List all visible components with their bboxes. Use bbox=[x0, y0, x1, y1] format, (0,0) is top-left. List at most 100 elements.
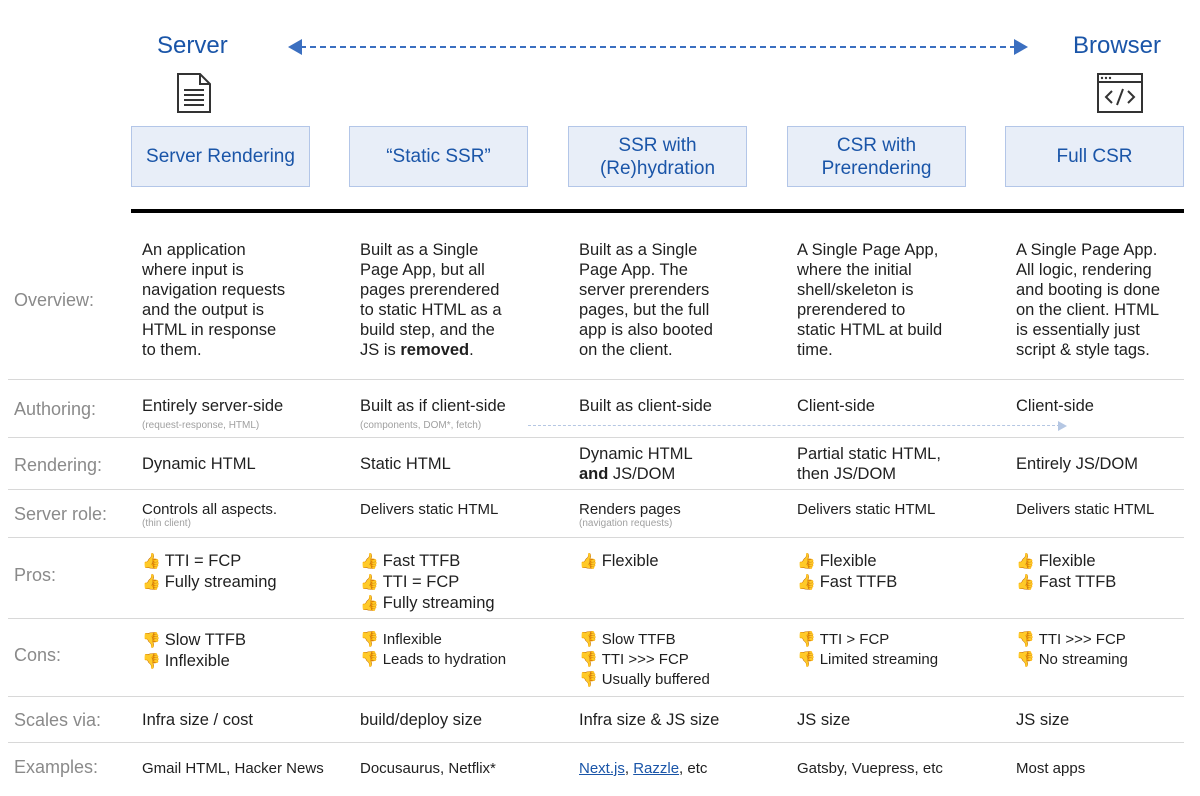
list-item: 👍 Fast TTFB bbox=[1016, 573, 1117, 591]
thumbs-up-icon: 👍 bbox=[579, 553, 598, 570]
cons-server-rendering: 👎 Slow TTFB 👎 Inflexible bbox=[142, 630, 246, 672]
list-item: 👎 Slow TTFB bbox=[142, 631, 246, 649]
thumbs-up-icon: 👍 bbox=[1016, 574, 1035, 591]
thumbs-up-icon: 👍 bbox=[360, 574, 379, 591]
server-role-server-rendering: Controls all aspects. bbox=[142, 501, 278, 518]
server-role-server-rendering-note: (thin client) bbox=[142, 518, 191, 529]
razzle-link[interactable]: Razzle bbox=[633, 760, 680, 777]
server-role-ssr-hydration: Renders pages bbox=[579, 501, 681, 518]
row-divider bbox=[8, 618, 1184, 619]
overview-server-rendering: An application where input is navigation… bbox=[142, 241, 286, 359]
list-item: 👎 Inflexible bbox=[142, 652, 230, 670]
column-header-server-rendering: Server Rendering bbox=[131, 126, 310, 187]
list-item: 👎 TTI > FCP bbox=[797, 631, 890, 648]
server-role-csr-prerendering: Delivers static HTML bbox=[797, 501, 936, 518]
scales-static-ssr: build/deploy size bbox=[360, 711, 482, 729]
thumbs-up-icon: 👍 bbox=[360, 553, 379, 570]
nextjs-link[interactable]: Next.js bbox=[579, 760, 625, 777]
authoring-dashed-arrow bbox=[528, 425, 1060, 426]
cons-full-csr: 👎 TTI >>> FCP 👎 No streaming bbox=[1016, 630, 1128, 670]
list-item: 👍 Fast TTFB bbox=[360, 552, 461, 570]
scales-csr-prerendering: JS size bbox=[797, 711, 851, 729]
authoring-static-ssr: Built as if client-side bbox=[360, 397, 506, 415]
thumbs-up-icon: 👍 bbox=[797, 574, 816, 591]
list-item: 👍 Fast TTFB bbox=[797, 573, 898, 591]
arrow-left-head bbox=[288, 39, 302, 55]
list-item: 👎 Inflexible bbox=[360, 631, 442, 648]
thumbs-down-icon: 👎 bbox=[579, 631, 598, 648]
scales-full-csr: JS size bbox=[1016, 711, 1070, 729]
server-role-ssr-hydration-note: (navigation requests) bbox=[579, 518, 673, 529]
rendering-ssr-hydration: Dynamic HTML and JS/DOM bbox=[579, 445, 693, 483]
server-role-static-ssr: Delivers static HTML bbox=[360, 501, 499, 518]
list-item: 👍 Flexible bbox=[1016, 552, 1096, 570]
thumbs-down-icon: 👎 bbox=[360, 631, 379, 648]
rendering-static-ssr: Static HTML bbox=[360, 455, 451, 473]
list-item: 👎 Leads to hydration bbox=[360, 651, 507, 668]
document-icon bbox=[177, 73, 211, 113]
authoring-server-rendering-note: (request-response, HTML) bbox=[142, 420, 260, 431]
thumbs-down-icon: 👎 bbox=[579, 651, 598, 668]
browser-label: Browser bbox=[1073, 32, 1162, 59]
examples-csr-prerendering: Gatsby, Vuepress, etc bbox=[797, 760, 943, 777]
column-header-full-csr: Full CSR bbox=[1005, 126, 1184, 187]
row-divider bbox=[8, 742, 1184, 743]
row-divider bbox=[8, 489, 1184, 490]
column-header-ssr-hydration: SSR with (Re)hydration bbox=[568, 126, 747, 187]
thumbs-down-icon: 👎 bbox=[360, 651, 379, 668]
list-item: 👎 TTI >>> FCP bbox=[579, 651, 689, 668]
rendering-csr-prerendering: Partial static HTML, then JS/DOM bbox=[797, 445, 941, 483]
row-label-scales-via: Scales via: bbox=[14, 710, 102, 730]
header-divider bbox=[131, 209, 1184, 213]
authoring-ssr-hydration: Built as client-side bbox=[579, 397, 712, 415]
code-window-icon bbox=[1097, 73, 1143, 113]
list-item: 👎 TTI >>> FCP bbox=[1016, 631, 1126, 648]
cons-ssr-hydration: 👎 Slow TTFB 👎 TTI >>> FCP 👎 Usually buffere… bbox=[579, 630, 710, 690]
pros-ssr-hydration: 👍 Flexible bbox=[579, 551, 659, 572]
pros-full-csr: 👍 Flexible 👍 Fast TTFB bbox=[1016, 551, 1116, 593]
arrow-right-head bbox=[1014, 39, 1028, 55]
row-divider bbox=[8, 437, 1184, 438]
thumbs-down-icon: 👎 bbox=[1016, 631, 1035, 648]
pros-csr-prerendering: 👍 Flexible 👍 Fast TTFB bbox=[797, 551, 897, 593]
row-label-rendering: Rendering: bbox=[14, 455, 103, 475]
list-item: 👍 TTI = FCP bbox=[142, 552, 242, 570]
row-label-authoring: Authoring: bbox=[14, 399, 97, 419]
list-item: 👎 Limited streaming bbox=[797, 651, 939, 668]
overview-ssr-hydration: Built as a Single Page App. The server p… bbox=[579, 241, 713, 359]
thumbs-down-icon: 👎 bbox=[579, 671, 598, 688]
authoring-full-csr: Client-side bbox=[1016, 397, 1094, 415]
list-item: 👍 Fully streaming bbox=[360, 594, 495, 612]
authoring-dashed-arrow-head bbox=[1058, 421, 1067, 431]
cons-csr-prerendering: 👎 TTI > FCP 👎 Limited streaming bbox=[797, 630, 938, 670]
row-label-server-role: Server role: bbox=[14, 504, 108, 524]
overview-csr-prerendering: A Single Page App, where the initial she… bbox=[797, 241, 943, 359]
thumbs-up-icon: 👍 bbox=[1016, 553, 1035, 570]
rendering-full-csr: Entirely JS/DOM bbox=[1016, 455, 1138, 473]
spectrum-arrow-line bbox=[300, 46, 1016, 48]
column-header-static-ssr: “Static SSR” bbox=[349, 126, 528, 187]
authoring-csr-prerendering: Client-side bbox=[797, 397, 875, 415]
row-label-overview: Overview: bbox=[14, 290, 95, 310]
pros-server-rendering: 👍 TTI = FCP 👍 Fully streaming bbox=[142, 551, 277, 593]
thumbs-up-icon: 👍 bbox=[797, 553, 816, 570]
list-item: 👍 Flexible bbox=[579, 552, 659, 570]
authoring-static-ssr-note: (components, DOM*, fetch) bbox=[360, 420, 482, 431]
list-item: 👎 No streaming bbox=[1016, 651, 1128, 668]
row-label-examples: Examples: bbox=[14, 757, 99, 777]
thumbs-up-icon: 👍 bbox=[360, 595, 379, 612]
overview-static-ssr: Built as a Single Page App, but all page… bbox=[360, 241, 502, 359]
overview-full-csr: A Single Page App. All logic, rendering … bbox=[1016, 241, 1161, 359]
list-item: 👍 Fully streaming bbox=[142, 573, 277, 591]
scales-server-rendering: Infra size / cost bbox=[142, 711, 253, 729]
list-item: 👎 Slow TTFB bbox=[579, 631, 676, 648]
thumbs-down-icon: 👎 bbox=[797, 651, 816, 668]
authoring-server-rendering: Entirely server-side bbox=[142, 397, 284, 415]
row-divider bbox=[8, 537, 1184, 538]
thumbs-up-icon: 👍 bbox=[142, 574, 161, 591]
list-item: 👍 TTI = FCP bbox=[360, 573, 460, 591]
cons-static-ssr: 👎 Inflexible 👎 Leads to hydration bbox=[360, 630, 506, 670]
thumbs-down-icon: 👎 bbox=[1016, 651, 1035, 668]
list-item: 👎 Usually buffered bbox=[579, 671, 710, 688]
row-divider bbox=[8, 696, 1184, 697]
